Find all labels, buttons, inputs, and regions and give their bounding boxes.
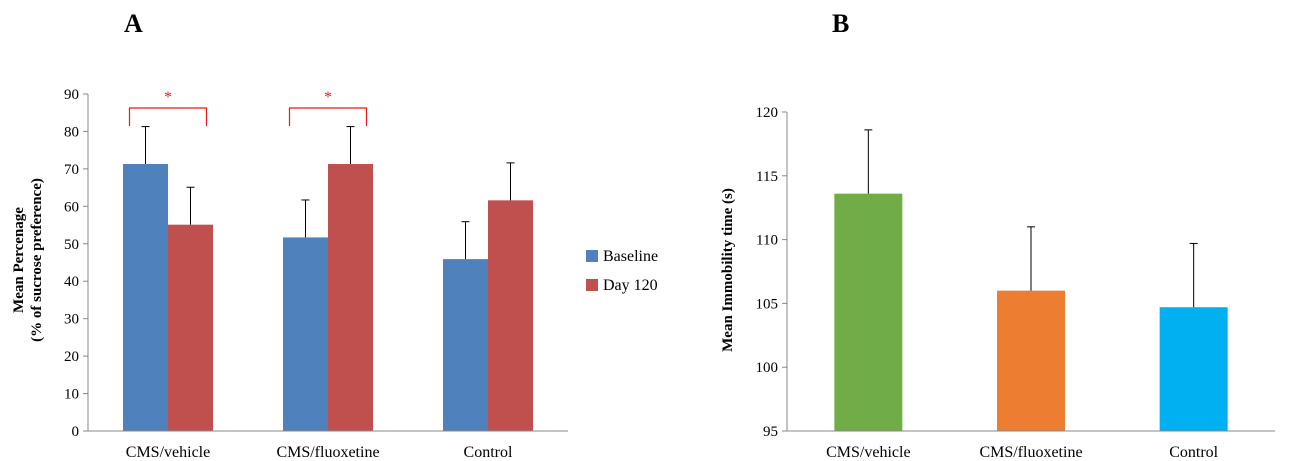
panel-a-significance-bracket bbox=[288, 107, 368, 126]
legend-swatch-day-120 bbox=[586, 279, 598, 291]
panel-a-bar-baseline bbox=[123, 164, 168, 431]
panel-b-category-label: Control bbox=[1169, 444, 1218, 461]
panel-a-legend: Baseline Day 120 bbox=[586, 248, 658, 294]
panel-a-y-axis-title-line2: (% of sucrose preference) bbox=[29, 178, 45, 342]
panel-a-significance-marker: * bbox=[324, 89, 332, 106]
panel-a-y-tick-label: 30 bbox=[64, 312, 79, 328]
panel-b-y-tick-label: 95 bbox=[763, 424, 778, 440]
panel-a-category-label: CMS/fluoxetine bbox=[276, 444, 379, 461]
panel-a-significance-marker: * bbox=[164, 89, 172, 106]
panel-b-category-labels: CMS/vehicle CMS/fluoxetine Control bbox=[826, 444, 1219, 461]
panel-b-bars bbox=[834, 193, 1228, 431]
panel-a-bar-day-120 bbox=[488, 200, 533, 431]
panel-a-bars bbox=[123, 164, 533, 431]
panel-a-significance-bracket bbox=[128, 107, 208, 126]
panel-a-y-tick-label: 60 bbox=[64, 199, 79, 215]
panel-a-error-bars bbox=[141, 126, 515, 260]
panel-b-y-tick-label: 110 bbox=[756, 233, 778, 249]
legend-label-baseline: Baseline bbox=[603, 248, 658, 265]
panel-a-category-label: CMS/vehicle bbox=[126, 444, 210, 461]
panel-b: B 95 100 105 110 115 120 CMS/vehicle CMS/fluox… bbox=[720, 9, 1275, 461]
panel-b-y-tick-label: 100 bbox=[756, 360, 779, 376]
panel-a-y-tick-label: 50 bbox=[64, 237, 79, 253]
panel-a-y-tick-label: 0 bbox=[72, 424, 80, 440]
panel-a-bar-day-120 bbox=[168, 224, 213, 431]
panel-a-bar-baseline bbox=[283, 237, 328, 431]
panel-a-category-labels: CMS/vehicle CMS/fluoxetine Control bbox=[126, 444, 513, 461]
panel-a-category-label: Control bbox=[464, 444, 513, 461]
panel-b-y-ticks: 95 100 105 110 115 120 bbox=[756, 105, 787, 440]
panel-a-y-tick-label: 90 bbox=[64, 87, 79, 103]
panel-a-y-axis-title-line1: Mean Percenage bbox=[11, 207, 27, 313]
legend-swatch-baseline bbox=[586, 250, 598, 262]
panel-b-bar bbox=[997, 290, 1065, 431]
panel-a-significance: * * bbox=[128, 89, 368, 126]
panel-a-y-tick-label: 10 bbox=[64, 387, 79, 403]
panel-b-category-label: CMS/vehicle bbox=[826, 444, 910, 461]
panel-b-y-axis-title: Mean Immobility time (s) bbox=[720, 188, 736, 352]
panel-a-y-ticks: 0 10 20 30 40 50 60 70 80 90 bbox=[64, 87, 88, 440]
panel-b-label: B bbox=[832, 9, 849, 38]
panel-b-bar bbox=[1159, 307, 1228, 431]
legend-label-day-120: Day 120 bbox=[603, 277, 658, 294]
panel-a-y-tick-label: 70 bbox=[64, 162, 79, 178]
panel-a-y-axis-title: Mean Percenage (% of sucrose preference) bbox=[11, 178, 45, 342]
panel-b-bar bbox=[834, 193, 903, 431]
panel-b-y-tick-label: 115 bbox=[756, 169, 778, 185]
panel-a-bar-baseline bbox=[443, 259, 488, 431]
panel-b-category-label: CMS/fluoxetine bbox=[979, 444, 1082, 461]
panel-a-y-tick-label: 80 bbox=[64, 124, 79, 140]
panel-a-y-tick-label: 20 bbox=[64, 349, 79, 365]
panel-b-y-tick-label: 120 bbox=[756, 105, 779, 121]
panel-b-y-tick-label: 105 bbox=[756, 296, 779, 312]
panel-a-bar-day-120 bbox=[328, 164, 373, 431]
panel-a-y-tick-label: 40 bbox=[64, 274, 79, 290]
panel-b-error-bars bbox=[864, 129, 1198, 308]
panel-a-label: A bbox=[124, 9, 143, 38]
